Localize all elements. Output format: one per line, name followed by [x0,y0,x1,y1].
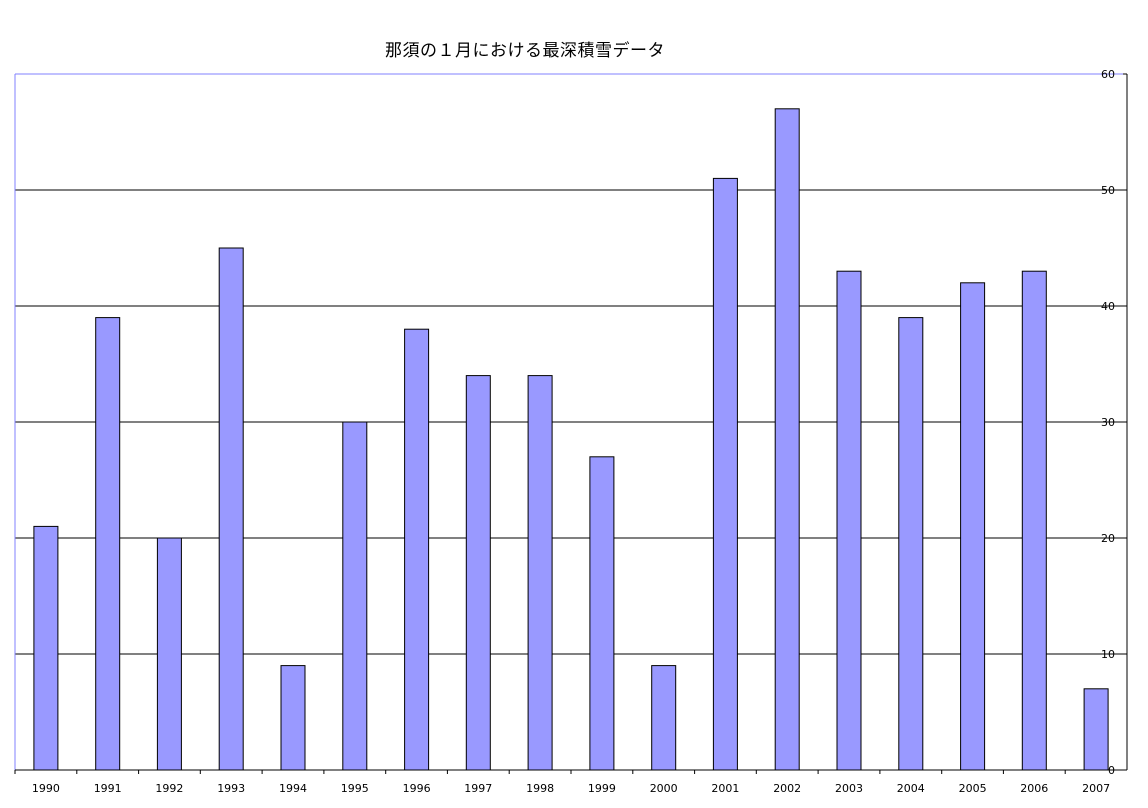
bar-1991 [95,317,121,771]
x-tick-label: 2003 [835,782,863,795]
x-tick-label: 2007 [1082,782,1110,795]
bar-1993 [218,247,244,771]
x-tick-label: 2001 [711,782,739,795]
bar-2006 [1021,270,1047,771]
x-tick-label: 1994 [279,782,307,795]
y-tick-label: 50 [1101,184,1115,197]
bar-1997 [465,375,491,771]
y-tick-label: 0 [1108,764,1115,777]
bar-2003 [836,270,862,771]
y-axis-labels: 0 10 20 30 40 50 60 [1101,68,1127,777]
bar-1995 [342,421,368,771]
x-tick-label: 1991 [94,782,122,795]
bars [33,108,1109,771]
gridlines [15,189,1127,655]
x-tick-label: 1995 [341,782,369,795]
x-tick-label: 1993 [217,782,245,795]
y-tick-label: 30 [1101,416,1115,429]
x-tick-label: 2005 [959,782,987,795]
bar-2000 [651,665,677,771]
bar-2007 [1083,688,1109,771]
x-tick-label: 1997 [464,782,492,795]
bar-1999 [589,456,615,771]
bar-1992 [156,537,182,771]
y-tick-label: 20 [1101,532,1115,545]
y-tick-label: 10 [1101,648,1115,661]
y-tick-label: 40 [1101,300,1115,313]
bar-2001 [712,177,738,771]
chart-title: 那須の１月における最深積雪データ [385,41,665,61]
bar-1990 [33,525,59,771]
x-tick-label: 1998 [526,782,554,795]
bar-2005 [960,282,986,771]
x-tick-label: 1992 [155,782,183,795]
bar-1996 [404,328,430,771]
x-tick-label: 2002 [773,782,801,795]
x-tick-label: 1996 [403,782,431,795]
x-axis-labels: 1990 1991 1992 1993 1994 1995 1996 1997 1998 1999… [14,770,1110,795]
bar-2002 [774,108,800,771]
x-tick-label: 1999 [588,782,616,795]
x-tick-label: 1990 [32,782,60,795]
x-tick-label: 2004 [897,782,925,795]
bar-2004 [898,317,924,771]
x-tick-label: 2006 [1020,782,1048,795]
bar-1998 [527,375,553,771]
bar-1994 [280,665,306,771]
y-tick-label: 60 [1101,68,1115,81]
x-tick-label: 2000 [650,782,678,795]
